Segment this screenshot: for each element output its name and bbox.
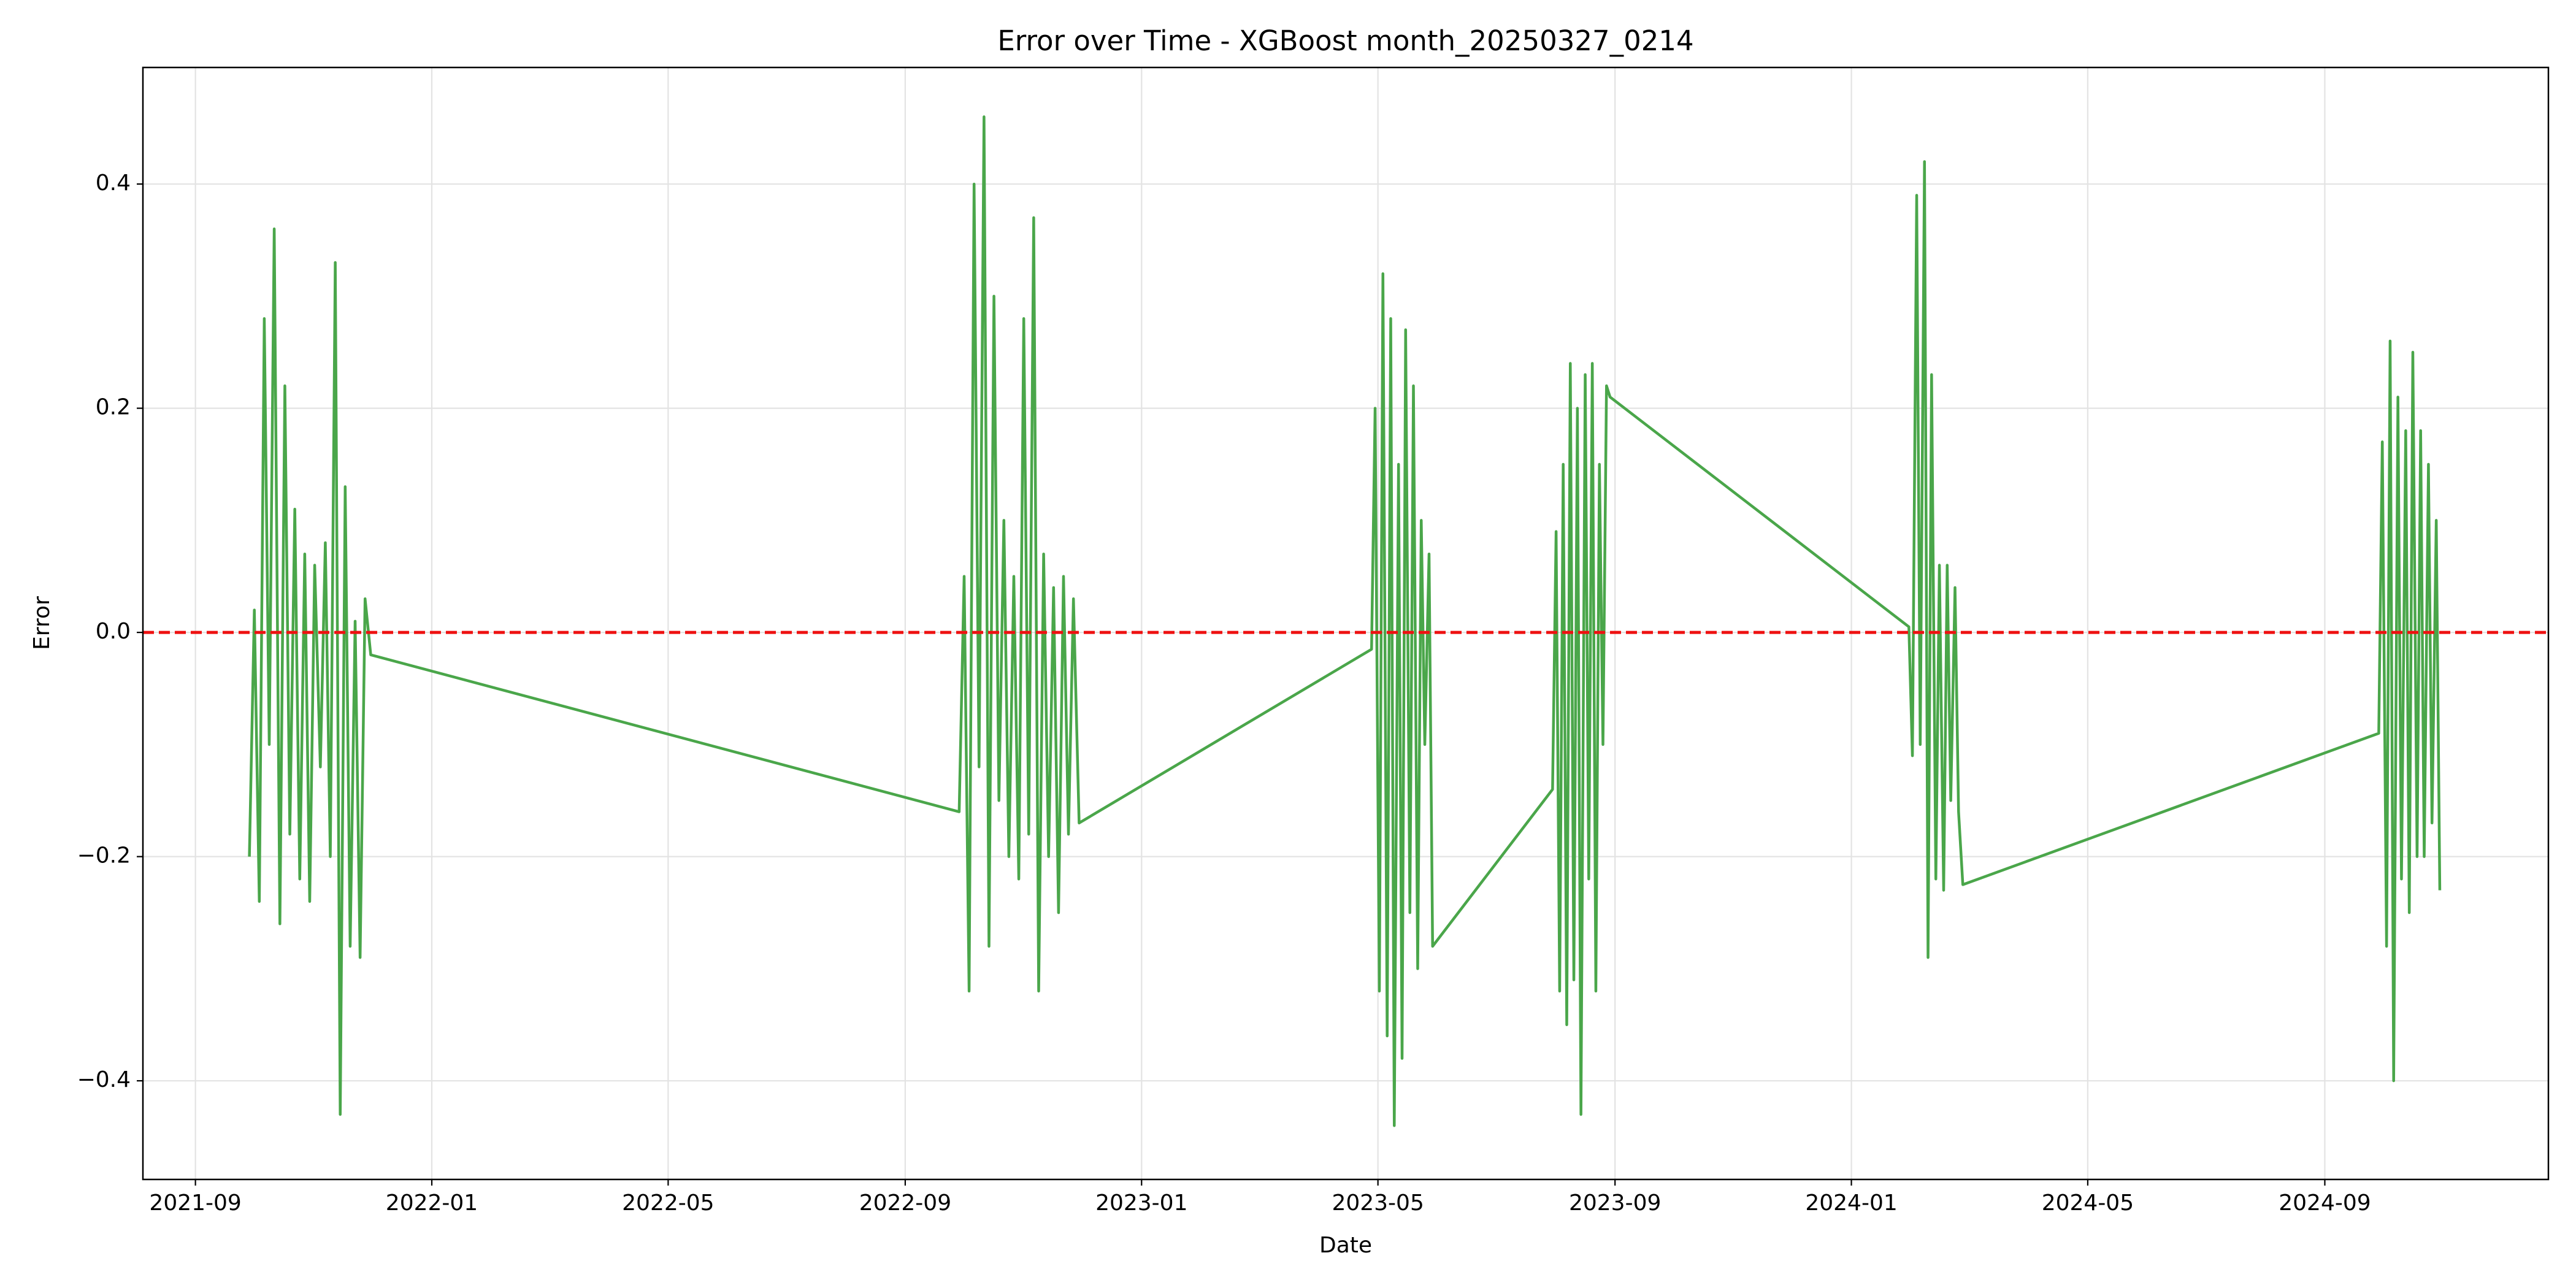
x-tick-label: 2024-01 <box>1805 1190 1897 1216</box>
x-tick-label: 2024-05 <box>2042 1190 2134 1216</box>
x-tick-label: 2023-09 <box>1569 1190 1661 1216</box>
x-tick-label: 2022-05 <box>622 1190 714 1216</box>
x-tick-label: 2022-01 <box>386 1190 478 1216</box>
y-tick-label: −0.4 <box>77 1067 131 1092</box>
data-line <box>248 115 2442 1127</box>
chart-title: Error over Time - XGBoost month_20250327… <box>997 25 1693 57</box>
y-tick-label: −0.2 <box>77 843 131 868</box>
x-tick-label: 2021-09 <box>149 1190 241 1216</box>
x-tick-label: 2024-09 <box>2279 1190 2371 1216</box>
plot-frame <box>142 66 2550 1181</box>
y-tick-label: 0.4 <box>96 171 131 196</box>
x-tick-label: 2023-05 <box>1332 1190 1424 1216</box>
x-axis-label: Date <box>1319 1233 1372 1258</box>
x-tick-label: 2023-01 <box>1095 1190 1187 1216</box>
y-tick-label: 0.0 <box>96 619 131 644</box>
y-tick-label: 0.2 <box>96 395 131 420</box>
y-axis-label: Error <box>29 596 55 650</box>
x-tick-label: 2022-09 <box>859 1190 951 1216</box>
